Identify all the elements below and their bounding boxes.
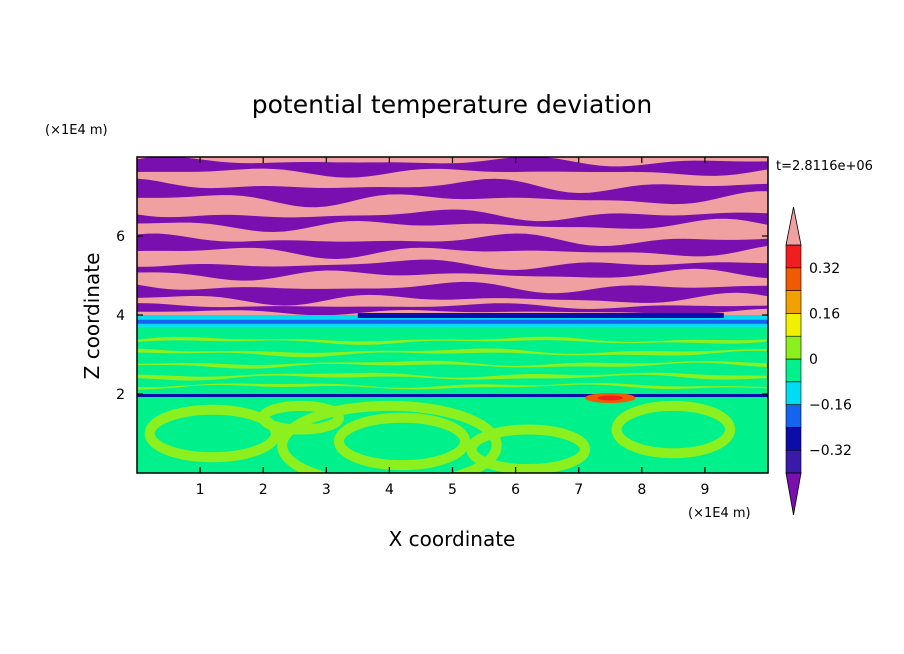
colorbar-label: 0.16 <box>809 306 840 322</box>
field-streak <box>137 336 768 345</box>
chart-title: potential temperature deviation <box>252 90 652 119</box>
colorbar-swatch <box>785 381 802 405</box>
field-layer-purple <box>137 209 768 233</box>
colorbar-swatch <box>785 449 802 474</box>
colorbar-extend-bottom <box>785 472 802 516</box>
x-unit-label: (×1E4 m) <box>688 506 751 521</box>
field-layer-purple <box>137 281 768 306</box>
x-tick-label: 3 <box>322 482 331 498</box>
colorbar-swatch <box>785 244 802 269</box>
colorbar-swatch <box>785 427 802 451</box>
colorbar-swatch <box>785 358 802 383</box>
x-tick-label: 9 <box>700 482 709 498</box>
y-tick-label: 6 <box>116 229 125 245</box>
field-eddy <box>333 412 471 471</box>
x-tick-label: 4 <box>385 482 394 498</box>
time-label: t=2.8116e+06 <box>776 159 873 174</box>
colorbar-label: 0.32 <box>809 261 840 277</box>
x-tick-label: 8 <box>637 482 646 498</box>
field-layer-purple <box>137 157 768 178</box>
y-axis: 2 4 6 <box>116 229 768 403</box>
x-axis: 1 2 3 4 5 6 7 8 9 <box>196 157 709 498</box>
colorbar-extend-top <box>785 206 802 246</box>
field-layer-purple <box>137 178 768 208</box>
y-tick-label: 2 <box>116 387 125 403</box>
field-streak <box>137 360 768 369</box>
field-eddy <box>144 404 281 463</box>
field-transition-core <box>357 313 724 319</box>
field-eddy <box>277 400 502 473</box>
colorbar: 0.32 0.16 0 −0.16 −0.32 <box>785 206 852 516</box>
field-streak <box>137 372 768 381</box>
x-tick-label: 7 <box>574 482 583 498</box>
field-transition-line <box>137 319 768 324</box>
colorbar-label: 0 <box>809 352 818 368</box>
field-eddy <box>258 400 344 435</box>
colorbar-swatch <box>785 313 802 337</box>
field-line-z2 <box>137 394 768 397</box>
x-tick-label: 2 <box>259 482 268 498</box>
field-eddy <box>611 400 736 459</box>
colorbar-label: −0.16 <box>809 398 852 414</box>
colorbar-label: −0.32 <box>809 443 852 459</box>
field-eddy <box>466 424 590 473</box>
y-unit-label: (×1E4 m) <box>45 123 108 138</box>
field-hot-spot-core <box>597 395 623 401</box>
y-axis-title: Z coordinate <box>80 253 104 380</box>
colorbar-swatch <box>785 267 802 291</box>
field-layer-purple <box>137 233 768 259</box>
colorbar-swatch <box>785 290 802 314</box>
field-streak <box>137 348 768 358</box>
x-tick-label: 1 <box>196 482 205 498</box>
y-tick-label: 4 <box>116 308 125 324</box>
x-axis-title: X coordinate <box>389 527 516 551</box>
colorbar-swatch <box>785 335 802 360</box>
field-streak <box>137 382 768 390</box>
x-tick-label: 6 <box>511 482 520 498</box>
colorbar-swatch <box>785 404 802 428</box>
plot-area <box>137 157 768 473</box>
x-tick-label: 5 <box>448 482 457 498</box>
field-layer-purple <box>137 259 768 281</box>
field-layer-purple <box>137 303 768 316</box>
